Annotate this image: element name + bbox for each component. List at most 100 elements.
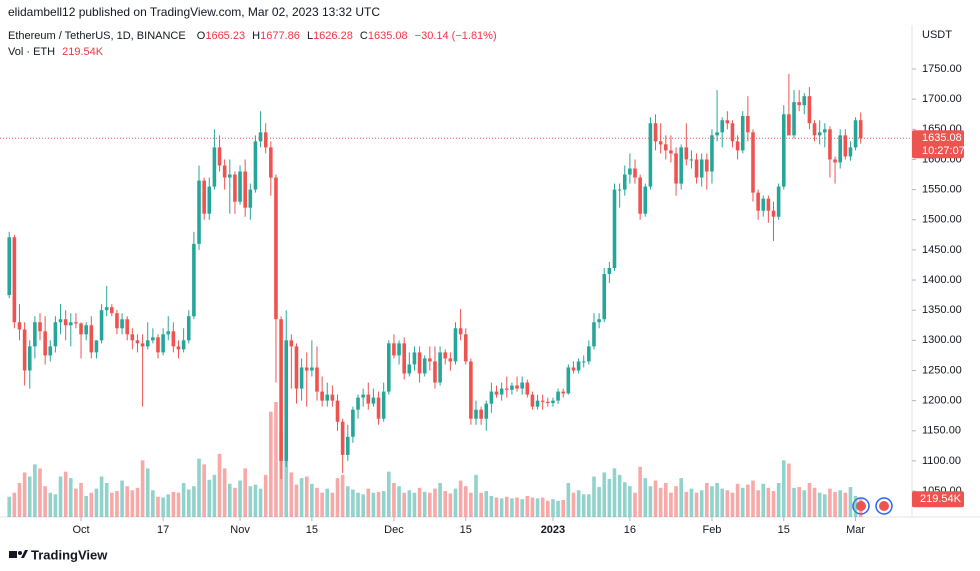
candle-body <box>499 388 504 395</box>
candle-body <box>356 397 360 410</box>
y-tick-label: 1550.00 <box>922 184 962 196</box>
volume-bar <box>104 482 109 517</box>
volume-bar <box>751 480 755 517</box>
volume-bar <box>535 498 540 517</box>
volume-bar <box>802 490 807 517</box>
volume-bar <box>643 478 648 517</box>
logo-mark <box>21 550 28 558</box>
candle-body <box>294 346 299 389</box>
candle-body <box>125 319 130 335</box>
candle-body <box>289 340 294 347</box>
volume-bar <box>212 474 217 517</box>
volume-bar <box>561 499 566 517</box>
candle-body <box>340 421 345 455</box>
volume-bar <box>510 498 514 517</box>
x-tick-label: Nov <box>230 524 250 536</box>
candle-body <box>699 159 704 178</box>
candle-body <box>838 135 842 163</box>
volume-bar <box>310 483 314 517</box>
candle-body <box>525 382 530 395</box>
volume-bar <box>797 487 801 517</box>
volume-bar <box>515 497 519 517</box>
candle-body <box>725 120 730 124</box>
candle-body <box>315 367 319 392</box>
candle-body <box>843 135 848 157</box>
volume-bar <box>781 460 786 517</box>
y-tick-label: 1100.00 <box>922 455 961 467</box>
volume-bar <box>843 492 848 517</box>
volume-bar <box>202 464 206 517</box>
volume-bar <box>566 482 571 517</box>
candle-body <box>663 144 668 151</box>
candle-body <box>376 397 381 419</box>
candle-body <box>787 114 791 136</box>
volume-bar <box>89 492 94 517</box>
volume-bar <box>725 490 730 517</box>
volume-bar <box>366 488 371 517</box>
candle-body <box>402 343 406 374</box>
candle-body <box>161 334 165 353</box>
candle-body <box>325 394 330 401</box>
volume-bar <box>274 402 278 517</box>
candle-body <box>520 382 524 389</box>
y-tick-label: 1700.00 <box>922 93 962 105</box>
candle-body <box>269 147 273 178</box>
volume-bar <box>746 484 750 517</box>
high-value: 1677.86 <box>260 30 300 42</box>
candle-body <box>658 141 663 145</box>
candle-body <box>458 328 463 335</box>
change: −30.14 (−1.81%) <box>415 30 497 42</box>
candle-body <box>238 171 242 202</box>
candle-body <box>679 147 683 184</box>
volume-tag-value: 219.54K <box>920 493 962 505</box>
candle-body <box>156 337 160 353</box>
volume-bar <box>710 486 714 517</box>
volume-bar <box>792 487 796 517</box>
volume-bar <box>238 480 242 517</box>
volume-bar <box>756 490 760 517</box>
candle-body <box>781 114 786 187</box>
y-tick-label: 1250.00 <box>922 364 962 376</box>
volume-bar <box>776 482 781 517</box>
volume-bar <box>181 482 186 517</box>
candle-body <box>417 352 422 374</box>
candle-body <box>33 322 37 347</box>
candle-body <box>515 385 519 389</box>
candle-body <box>469 361 473 419</box>
volume-bar <box>207 479 212 517</box>
volume-bar <box>448 493 453 517</box>
volume-bar <box>320 492 324 517</box>
volume-bar <box>361 494 365 517</box>
candle-body <box>592 322 596 347</box>
volume-bar <box>705 482 709 517</box>
volume-bar <box>612 468 617 517</box>
candle-body <box>130 334 135 341</box>
volume-bar <box>602 472 607 517</box>
volume-bar <box>392 482 396 517</box>
volume-bar <box>166 494 171 517</box>
volume-bar <box>787 463 791 517</box>
candle-body <box>771 210 776 217</box>
candle-body <box>320 391 324 401</box>
open-value: 1665.23 <box>205 30 245 42</box>
y-tick-label: 1350.00 <box>922 304 962 316</box>
candle-body <box>207 186 212 214</box>
candle-body <box>817 132 822 136</box>
candle-body <box>617 189 622 191</box>
candle-body <box>633 168 637 178</box>
candle-body <box>833 159 837 163</box>
candle-body <box>392 343 396 356</box>
symbol: Ethereum / TetherUS, 1D, BINANCE <box>8 30 186 42</box>
volume-bar <box>617 474 622 517</box>
price-tag <box>912 130 964 159</box>
volume-bar <box>330 492 335 517</box>
volume-bar <box>130 490 135 517</box>
legend-ohlc: Ethereum / TetherUS, 1D, BINANCE O1665.2… <box>8 30 497 42</box>
volume-bar <box>417 487 422 517</box>
y-axis-unit: USDT <box>922 29 952 41</box>
candle-body <box>576 361 581 371</box>
volume-bar <box>99 476 104 517</box>
volume-bar <box>7 496 12 517</box>
candle-body <box>540 400 545 402</box>
